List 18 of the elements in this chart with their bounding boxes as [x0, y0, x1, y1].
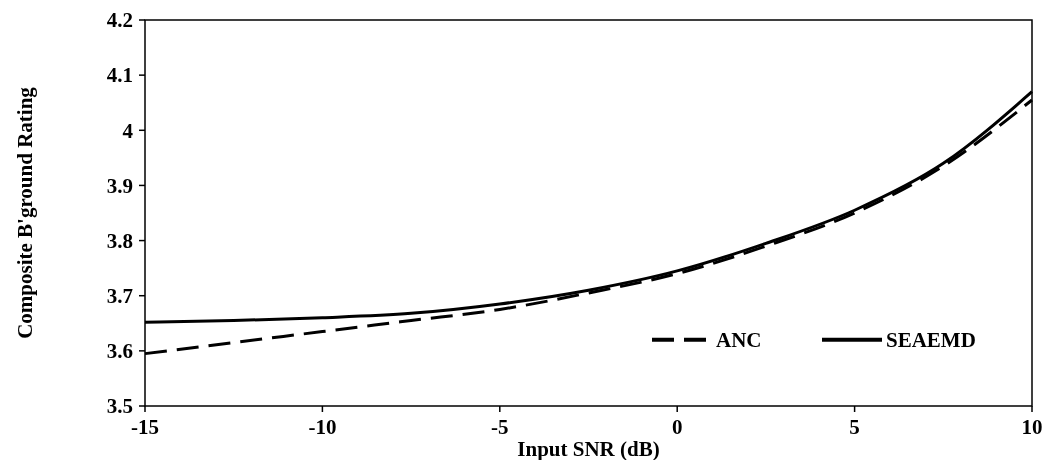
y-tick-label: 3.6 [106, 339, 133, 364]
x-tick-label: -15 [131, 415, 159, 439]
legend-label: SEAEMD [886, 328, 976, 353]
x-tick-label: -5 [491, 415, 509, 439]
y-tick-label: 3.5 [106, 394, 133, 419]
y-tick-label: 3.7 [106, 284, 133, 309]
x-tick-label: 5 [849, 415, 860, 439]
x-tick-label: 10 [1021, 415, 1043, 439]
y-tick-label: 4.2 [106, 8, 133, 33]
x-axis-title: Input SNR (dB) [517, 437, 660, 461]
y-tick-label: 4.1 [106, 63, 133, 88]
x-tick-label: 0 [671, 415, 683, 439]
y-tick-label: 3.8 [106, 228, 133, 253]
y-axis-title: Composite B'ground Rating [13, 86, 37, 339]
y-tick-label: 4 [122, 118, 134, 143]
legend-label: ANC [716, 328, 762, 353]
x-tick-label: -10 [308, 415, 337, 439]
y-tick-label: 3.9 [106, 173, 133, 198]
